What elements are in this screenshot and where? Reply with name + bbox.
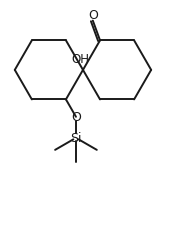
Text: O: O [71,111,81,124]
Text: Si: Si [70,132,82,145]
Text: OH: OH [71,53,89,66]
Text: O: O [88,9,98,22]
